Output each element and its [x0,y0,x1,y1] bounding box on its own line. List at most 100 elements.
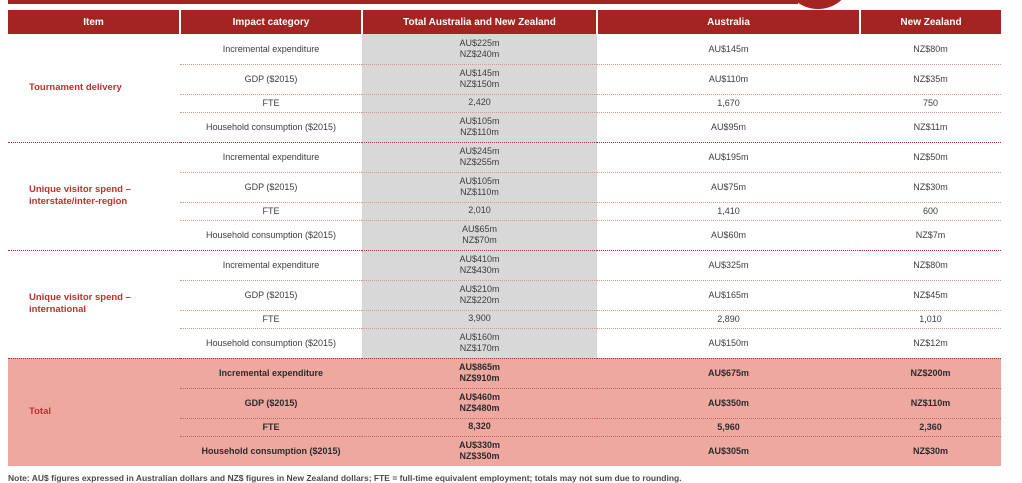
col-header-impact-category: Impact category [179,10,362,34]
new-zealand-cell: NZ$11m [860,111,1001,142]
total-anz-cell: AU$65m NZ$70m [362,219,597,250]
australia-cell: AU$150m [597,327,860,358]
item-label-visitor-interstate: Unique visitor spend – interstate/inter-… [8,141,180,250]
value-nz: NZ$255m [459,157,500,167]
impact-table: Item Impact category Total Australia and… [8,10,1001,466]
impact-category-cell: Household consumption ($2015) [180,219,362,250]
impact-category-cell: Household consumption ($2015) [180,435,362,466]
value-au: AU$245m [459,145,500,156]
table-row: Unique visitor spend – international Inc… [8,249,1001,358]
table-row: Unique visitor spend – interstate/inter-… [8,141,1001,250]
new-zealand-cell: 600 [860,201,1001,220]
table-row: Tournament delivery Incremental expendit… [8,34,1001,93]
total-anz-cell: AU$105m NZ$110m [362,171,597,202]
value-au: AU$105m [459,115,500,126]
table-row-total: Total Incremental expenditure AU$865m NZ$… [8,357,1001,466]
australia-cell: AU$95m [597,111,860,142]
value-au: AU$65m [461,223,497,234]
value-nz: NZ$430m [459,265,500,275]
new-zealand-cell: NZ$200m [860,357,1001,388]
total-anz-cell: 3,900 [362,309,597,328]
table-row-total: GDP ($2015) AU$460m NZ$480m AU$350m NZ$11… [8,387,1001,418]
value-total: 2,420 [468,97,491,108]
table-row-total: Household consumption ($2015) AU$330m NZ$… [8,435,1001,466]
new-zealand-cell: NZ$30m [860,171,1001,202]
impact-category-cell: GDP ($2015) [180,387,362,418]
new-zealand-cell: NZ$50m [860,141,1001,172]
new-zealand-cell: NZ$80m [913,43,948,54]
australia-cell: AU$165m [597,279,860,310]
value-nz: NZ$110m [460,187,499,197]
total-anz-cell: AU$105m NZ$110m [362,111,597,142]
col-header-australia: Australia [596,10,860,34]
total-anz-cell: AU$460m NZ$480m [362,387,597,418]
table-row: Household consumption ($2015) AU$160m NZ$… [8,327,1001,358]
new-zealand-cell: 2,360 [860,417,1001,436]
australia-cell: 5,960 [597,417,860,436]
col-header-new-zealand: New Zealand [859,10,1001,34]
australia-cell: AU$145m [708,43,749,54]
impact-category-cell: GDP ($2015) [180,63,362,94]
australia-cell: AU$305m [597,435,860,466]
impact-category-cell: FTE [180,93,362,112]
value-au: AU$330m [458,440,501,450]
australia-cell: 1,410 [597,201,860,220]
item-label-tournament-delivery: Tournament delivery [29,81,122,93]
impact-category-cell: Incremental expenditure [222,43,320,54]
australia-cell: AU$325m [597,249,860,280]
value-au: AU$410m [459,253,500,264]
total-anz-cell: AU$410m NZ$430m [362,249,597,280]
total-anz-cell: AU$225m NZ$240m [362,34,597,64]
new-zealand-cell: NZ$80m [860,249,1001,280]
item-label-total: Total [8,357,180,466]
value-au: AU$105m [459,175,500,186]
total-anz-cell: AU$160m NZ$170m [362,327,597,358]
impact-category-cell: FTE [180,309,362,328]
australia-cell: AU$75m [597,171,860,202]
impact-category-cell: Incremental expenditure [180,249,362,280]
table-row: GDP ($2015) AU$210m NZ$220m AU$165m NZ$45… [8,279,1001,310]
value-total: 3,900 [468,313,491,324]
new-zealand-cell: NZ$35m [860,63,1001,94]
impact-category-cell: GDP ($2015) [180,171,362,202]
australia-cell: AU$195m [597,141,860,172]
table-row: FTE 2,010 1,410 600 [8,201,1001,220]
new-zealand-cell: NZ$110m [860,387,1001,418]
table-row: FTE 2,420 1,670 750 [8,93,1001,112]
new-zealand-cell: 750 [860,93,1001,112]
impact-category-cell: FTE [180,201,362,220]
total-anz-cell: AU$865m NZ$910m [362,357,597,388]
total-anz-cell: 8,320 [362,417,597,436]
impact-category-cell: Incremental expenditure [180,357,362,388]
new-zealand-cell: 1,010 [860,309,1001,328]
value-total: 8,320 [468,421,491,432]
table-row: Household consumption ($2015) AU$105m NZ$… [8,111,1001,142]
total-anz-cell: AU$145m NZ$150m [362,63,597,94]
table-row-total: FTE 8,320 5,960 2,360 [8,417,1001,436]
impact-category-cell: GDP ($2015) [180,279,362,310]
new-zealand-cell: NZ$12m [860,327,1001,358]
table-footnote: Note: AU$ figures expressed in Australia… [8,473,682,483]
value-nz: NZ$150m [459,79,500,89]
value-nz: NZ$70m [462,235,497,245]
table-header-row: Item Impact category Total Australia and… [8,10,1001,34]
value-au: AU$160m [459,331,500,342]
australia-cell: 2,890 [597,309,860,328]
value-au: AU$210m [459,283,500,294]
impact-category-cell: FTE [180,417,362,436]
total-anz-cell: 2,420 [362,93,597,112]
australia-cell: AU$350m [597,387,860,418]
value-nz: NZ$240m [459,48,500,59]
value-au: AU$145m [459,67,500,78]
impact-category-cell: Household consumption ($2015) [180,327,362,358]
total-anz-cell: AU$330m NZ$350m [362,435,597,466]
value-nz: NZ$170m [459,343,500,353]
new-zealand-cell: NZ$45m [860,279,1001,310]
value-nz: NZ$910m [459,373,500,383]
table-row: GDP ($2015) AU$105m NZ$110m AU$75m NZ$30m [8,171,1001,202]
value-nz: NZ$220m [459,295,500,305]
value-nz: NZ$350m [459,451,500,462]
new-zealand-cell: NZ$30m [860,435,1001,466]
total-anz-cell: 2,010 [362,201,597,220]
value-nz: NZ$110m [460,127,499,137]
